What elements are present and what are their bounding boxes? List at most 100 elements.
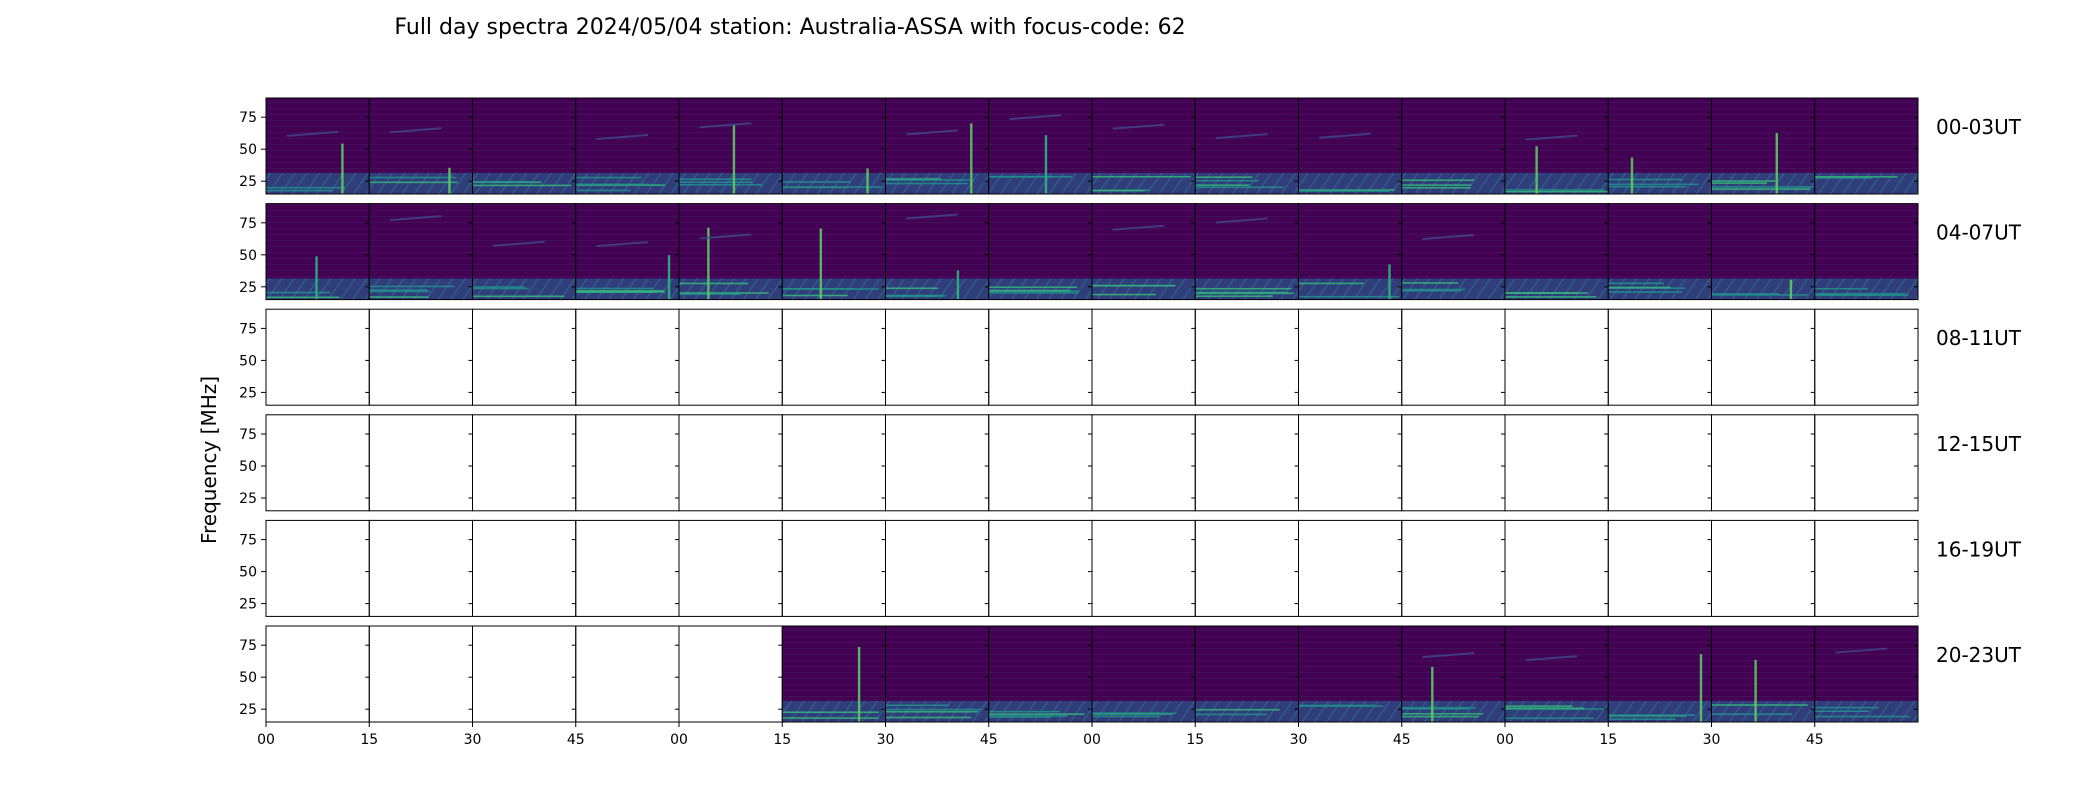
- panel-frame: [1401, 519, 1506, 617]
- panel-frame: [575, 519, 680, 617]
- spectra-row: 75 50 25 20-23UT: [239, 625, 2022, 723]
- spectrum-panel: [575, 519, 680, 617]
- emission-line: [988, 289, 1071, 292]
- emission-line: [1505, 707, 1585, 710]
- emission-line: [1711, 186, 1813, 188]
- panel-frame: [1401, 414, 1506, 512]
- panel-frame: [1607, 414, 1712, 512]
- y-tick-label: 50: [239, 353, 257, 369]
- emission-line: [885, 704, 950, 707]
- panel-frame: [1504, 308, 1609, 406]
- spectrum-panel: [1194, 97, 1299, 195]
- emission-line: [1401, 706, 1476, 709]
- emission-line: [1814, 706, 1879, 709]
- spectrum-panel: [1607, 625, 1712, 723]
- panel-frame: [1298, 519, 1403, 617]
- x-tick-label: 45: [1393, 732, 1411, 748]
- spectrum-panel: [678, 519, 783, 617]
- spectrum-panel: [988, 97, 1093, 195]
- emission-line: [1711, 293, 1780, 295]
- drift-streak: [389, 215, 442, 222]
- drift-streak: [1112, 224, 1165, 231]
- emission-line: [988, 710, 1061, 713]
- panel-frame: [1814, 519, 1919, 617]
- rfi-pattern: [1608, 278, 1712, 300]
- emission-line: [266, 189, 333, 192]
- spectrum-panel: [1401, 308, 1506, 406]
- emission-line: [1195, 291, 1289, 294]
- panel-frame: [988, 308, 1093, 406]
- rfi-pattern: [679, 278, 783, 300]
- radio-burst: [707, 227, 710, 300]
- row-label: 16-19UT: [1936, 537, 2022, 561]
- drift-streak: [286, 130, 339, 137]
- drift-streak: [906, 129, 958, 136]
- drift-streak: [1422, 652, 1475, 659]
- x-tick-label: 15: [1186, 732, 1204, 748]
- spectrum-panel: [1814, 203, 1919, 301]
- emission-line: [679, 282, 749, 285]
- spectrum-panel: [575, 203, 680, 301]
- emission-line: [1195, 179, 1259, 182]
- drift-streak: [906, 213, 958, 220]
- emission-line: [1608, 714, 1696, 716]
- y-tick-label: 75: [239, 427, 257, 443]
- emission-line: [988, 715, 1068, 717]
- spectrum-panel: [472, 414, 577, 512]
- y-tick-label: 25: [239, 385, 257, 401]
- y-tick-label: 75: [239, 638, 257, 654]
- drift-streak: [1112, 123, 1165, 130]
- panel-frame: [472, 414, 577, 512]
- emission-line: [1608, 178, 1683, 181]
- drift-streak: [493, 240, 545, 247]
- emission-line: [1711, 182, 1768, 184]
- spectrum-panel: [1401, 414, 1506, 512]
- rfi-pattern: [1092, 278, 1196, 300]
- radio-burst: [1388, 264, 1391, 300]
- spectrum-panel: [678, 414, 783, 512]
- panel-frame: [678, 625, 783, 723]
- spectra-row: 75 50 25 08-11UT: [239, 308, 2022, 406]
- panel-frame: [1504, 519, 1609, 617]
- x-tick-label: 00: [1496, 732, 1514, 748]
- emission-line: [1814, 710, 1869, 713]
- emission-line: [266, 186, 346, 189]
- emission-line: [369, 290, 430, 293]
- rfi-pattern: [1711, 278, 1815, 300]
- panel-frame: [1711, 414, 1816, 512]
- radio-burst: [1630, 157, 1634, 194]
- drift-streak: [1422, 233, 1475, 240]
- spectrum-panel: [1298, 414, 1403, 512]
- spectrum-panel: [1504, 203, 1609, 301]
- panel-frame: [781, 308, 886, 406]
- spectrum-panel: [988, 203, 1093, 301]
- y-tick-label: 75: [239, 533, 257, 549]
- spectrum-panel: [472, 203, 577, 301]
- spectrum-panel: [1401, 519, 1506, 617]
- emission-line: [1092, 715, 1159, 718]
- spectrum-panel: [575, 625, 680, 723]
- emission-line: [1608, 286, 1671, 289]
- emission-line: [1711, 704, 1808, 706]
- panel-frame: [265, 625, 370, 723]
- spectrum-panel: [1298, 203, 1403, 301]
- spectrum-panel: [885, 97, 990, 195]
- drift-streak: [1525, 655, 1578, 662]
- panel-frame: [678, 519, 783, 617]
- spectrum-panel: [265, 414, 370, 512]
- emission-line: [1195, 176, 1253, 178]
- radio-burst: [341, 143, 344, 194]
- y-tick-label: 25: [239, 174, 257, 190]
- x-tick-label: 30: [1703, 732, 1721, 748]
- emission-line: [782, 717, 879, 719]
- panel-frame: [1814, 203, 1919, 301]
- radio-burst: [667, 255, 671, 300]
- emission-line: [1505, 190, 1608, 193]
- spectrum-panel: [1504, 414, 1609, 512]
- emission-line: [1608, 185, 1687, 188]
- panel-frame: [1814, 97, 1919, 195]
- y-tick-label: 50: [239, 142, 257, 158]
- spectrum-panel: [1607, 414, 1712, 512]
- spectrum-panel: [368, 203, 473, 301]
- spectrum-panel: [1607, 203, 1712, 301]
